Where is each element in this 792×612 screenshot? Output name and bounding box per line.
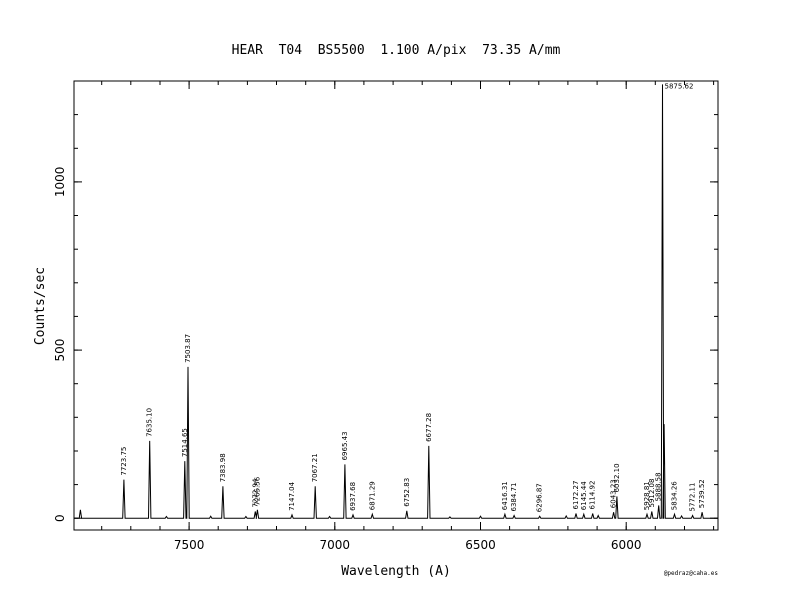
peak-label: 7147.04 (288, 481, 296, 510)
axis-ticks (74, 81, 718, 530)
credit-text: @pedraz@caha.es (664, 570, 719, 577)
peak-label: 6965.43 (341, 431, 349, 460)
y-tick-label: 500 (53, 339, 67, 362)
peak-label: 5739.52 (698, 479, 706, 508)
peak-label: 7383.98 (219, 453, 227, 482)
peak-label: 6145.44 (580, 481, 588, 510)
peak-label: 7272.94 (251, 478, 259, 507)
spectrum-line (74, 84, 718, 519)
y-tick-label: 0 (53, 514, 67, 522)
peak-label: 7635.10 (146, 408, 154, 437)
peak-label: 6114.92 (589, 481, 597, 510)
peak-label: 7723.75 (120, 447, 128, 476)
peak-label: 6172.27 (572, 481, 580, 510)
peak-label: 6871.29 (368, 481, 376, 510)
peak-label: 5888.58 (655, 472, 663, 501)
peak-labels: 7723.75 7635.10 7514.65 7503.87 7383.98 7272.… (120, 82, 706, 512)
peak-label: 6416.31 (501, 481, 509, 510)
peak-label: 5912.08 (648, 479, 656, 508)
peak-label: 7514.65 (181, 428, 189, 457)
peak-label: 5772.11 (689, 483, 697, 512)
x-tick-label: 7500 (174, 538, 205, 552)
x-tick-label: 6000 (611, 538, 642, 552)
y-tick-label: 1000 (53, 167, 67, 198)
x-tick-label: 6500 (465, 538, 496, 552)
peak-label: 6384.71 (510, 483, 518, 512)
peak-label: 6677.28 (425, 413, 433, 442)
x-tick-labels: 7500 7000 6500 6000 (174, 538, 642, 552)
peak-label: 7503.87 (184, 334, 192, 363)
peak-label: 6752.83 (403, 478, 411, 507)
peak-label: 7067.21 (311, 453, 319, 482)
peak-label: 6043.23 (610, 479, 618, 508)
peak-label: 5834.26 (671, 481, 679, 510)
peak-label: 5875.62 (665, 82, 694, 90)
peak-label: 6937.68 (349, 482, 357, 511)
peak-label: 5928.81 (643, 481, 651, 510)
x-axis-label: Wavelength (A) (341, 564, 451, 579)
y-axis-label: Counts/sec (33, 267, 48, 345)
x-tick-label: 7000 (320, 538, 351, 552)
y-tick-labels: 0 500 1000 (53, 167, 67, 522)
peak-label: 6032.10 (613, 463, 621, 492)
peak-label: 6296.87 (536, 483, 544, 512)
chart-title: HEAR T04 BS5500 1.100 A/pix 73.35 A/mm (232, 43, 561, 58)
plot-frame (73, 80, 719, 531)
peak-label: 7265.56 (253, 476, 261, 505)
